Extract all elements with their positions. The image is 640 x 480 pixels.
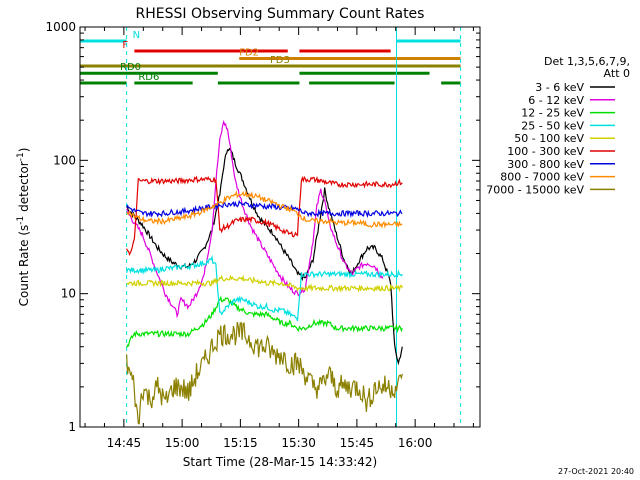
flag-label-rd6: RD6 bbox=[138, 72, 159, 83]
legend-header: Det 1,3,5,6,7,9, bbox=[544, 55, 630, 68]
saa-lines bbox=[79, 27, 462, 427]
flag-label-fd2: FD2 bbox=[239, 48, 259, 59]
x-tick-label: 15:45 bbox=[340, 436, 375, 450]
plot-frame bbox=[79, 26, 481, 428]
x-axis-label: Start Time (28-Mar-15 14:33:42) bbox=[183, 455, 377, 469]
y-axis: 1 10 100 1000 bbox=[45, 20, 480, 434]
x-tick-label: 15:15 bbox=[223, 436, 258, 450]
y-axis-label: Count Rate (s-1 detector-1) bbox=[16, 148, 31, 307]
y-tick-label: 100 bbox=[53, 153, 76, 167]
legend-entry-label: 6 - 12 keV bbox=[528, 94, 584, 107]
legend-entry-label: 50 - 100 keV bbox=[514, 132, 584, 145]
flag-label-n: N bbox=[133, 30, 140, 41]
y-axis-label-part: detector bbox=[17, 161, 31, 216]
flag-label-fd3: FD3 bbox=[270, 55, 290, 66]
x-tick-label: 14:45 bbox=[107, 436, 142, 450]
legend-entry-label: 300 - 800 keV bbox=[507, 158, 584, 171]
y-axis-label-part: Count Rate (s bbox=[17, 225, 31, 307]
y-tick-label: 10 bbox=[61, 287, 76, 301]
x-axis: 14:45 15:00 15:15 15:30 15:45 16:00 bbox=[84, 27, 474, 450]
y-axis-label-part: -1 bbox=[16, 216, 26, 225]
y-axis-label-part: ) bbox=[17, 148, 31, 153]
series-line bbox=[126, 295, 403, 348]
chart-title: RHESSI Observing Summary Count Rates bbox=[136, 6, 425, 22]
legend-entry-label: 12 - 25 keV bbox=[521, 107, 584, 120]
series-line bbox=[126, 119, 384, 319]
flag-label-f: F bbox=[122, 40, 128, 51]
series-line bbox=[126, 321, 403, 425]
flag-label-rd0: RD0 bbox=[120, 62, 141, 73]
legend-entry-label: 800 - 7000 keV bbox=[500, 171, 584, 184]
legend-header: Att 0 bbox=[604, 67, 630, 80]
series-line bbox=[126, 199, 403, 219]
x-tick-label: 15:00 bbox=[165, 436, 200, 450]
y-axis-label-part: -1 bbox=[16, 152, 26, 161]
x-tick-label: 15:30 bbox=[281, 436, 316, 450]
y-tick-label: 1000 bbox=[45, 20, 76, 34]
series-line bbox=[126, 147, 403, 366]
data-series bbox=[126, 119, 403, 425]
x-tick-label: 16:00 bbox=[398, 436, 433, 450]
legend-entry-label: 25 - 50 keV bbox=[521, 119, 584, 132]
legend-entry-label: 7000 - 15000 keV bbox=[486, 183, 584, 196]
y-tick-label: 1 bbox=[68, 420, 76, 434]
footer-date: 27-Oct-2021 20:40 bbox=[558, 467, 634, 476]
series-line bbox=[126, 175, 403, 256]
series-line bbox=[126, 254, 403, 322]
legend-entry-label: 100 - 300 keV bbox=[507, 145, 584, 158]
series-line bbox=[126, 274, 403, 293]
legend-entry-label: 3 - 6 keV bbox=[535, 81, 584, 94]
series-line bbox=[126, 189, 403, 229]
